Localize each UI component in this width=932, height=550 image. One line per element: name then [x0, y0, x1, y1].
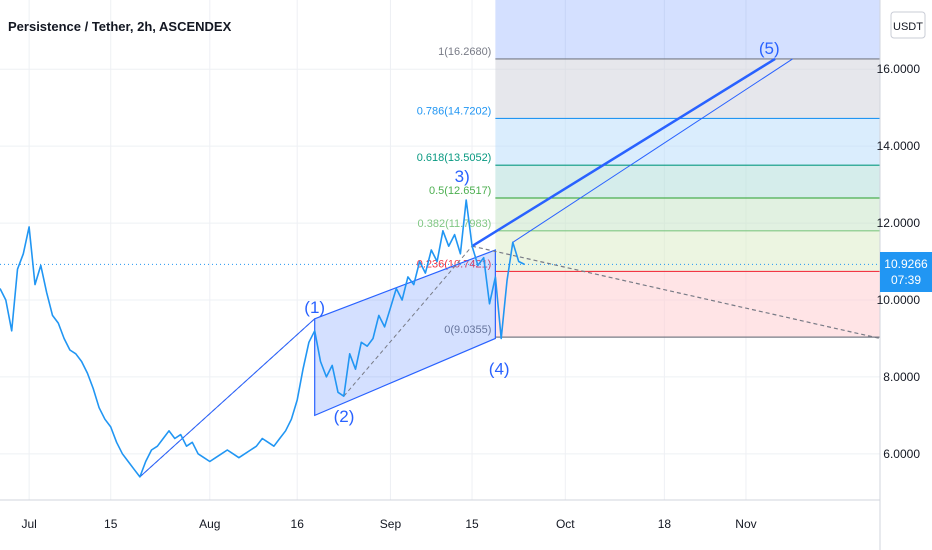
fib-zone — [495, 198, 880, 231]
price-badge-countdown: 07:39 — [891, 273, 921, 287]
wave-label: (1) — [304, 298, 325, 317]
wave-line[interactable] — [512, 58, 793, 243]
x-tick-label: 16 — [291, 517, 305, 531]
y-tick-label: 16.0000 — [877, 62, 921, 76]
price-badge-value: 10.9266 — [884, 257, 928, 271]
currency-button[interactable]: USDT — [890, 11, 926, 39]
fib-zone — [495, 271, 880, 338]
currency-button-label: USDT — [893, 21, 923, 33]
wave-line[interactable] — [139, 318, 316, 478]
fib-zone — [495, 230, 880, 272]
fib-extension-zone — [495, 0, 880, 59]
x-tick-label: Sep — [380, 517, 402, 531]
wave-label: (2) — [334, 407, 355, 426]
y-tick-label: 8.0000 — [883, 370, 920, 384]
fib-level-label: 0.382(11.7983) — [418, 218, 492, 230]
fib-level-label: 0.5(12.6517) — [429, 185, 491, 197]
fib-level-label: 0(9.0355) — [444, 324, 491, 336]
wave-label: 3) — [455, 167, 470, 186]
x-tick-label: 15 — [465, 517, 479, 531]
trend-dashed-line[interactable] — [343, 245, 473, 397]
channel[interactable] — [314, 249, 496, 417]
fibonacci-retracement[interactable]: 1(16.2680) 0.786(14.7202) 0.618(13.5052) 0.… — [417, 0, 880, 338]
fib-level-label: 0.618(13.5052) — [417, 152, 492, 164]
fib-zone — [495, 58, 880, 119]
x-tick-label: Aug — [199, 517, 220, 531]
fib-level-label: 1(16.2680) — [438, 46, 491, 58]
price-line — [0, 199, 525, 478]
wave-labels: (1) (2) 3) (4) (5) — [304, 39, 779, 426]
fib-level-label: 0.786(14.7202) — [417, 105, 492, 117]
wave-label: (4) — [489, 359, 510, 378]
x-tick-label: 15 — [104, 517, 118, 531]
y-tick-label: 10.0000 — [877, 293, 921, 307]
x-tick-label: 18 — [658, 517, 672, 531]
wave-drawings[interactable] — [139, 57, 881, 478]
wave-label: (5) — [759, 39, 780, 58]
x-tick-label: Nov — [735, 517, 756, 531]
x-tick-label: Jul — [21, 517, 36, 531]
y-tick-label: 14.0000 — [877, 139, 921, 153]
fib-zone — [495, 118, 880, 166]
fib-zone — [495, 165, 880, 199]
x-tick-label: Oct — [556, 517, 575, 531]
wave-line[interactable] — [471, 57, 776, 248]
price-badge: 10.9266 07:39 — [880, 252, 932, 292]
y-tick-label: 12.0000 — [877, 216, 921, 230]
price-series — [0, 199, 880, 478]
y-tick-label: 6.0000 — [883, 447, 920, 461]
fib-level-label: 0.236(10.7421) — [417, 258, 492, 270]
chart-title: Persistence / Tether, 2h, ASCENDEX — [8, 19, 232, 34]
